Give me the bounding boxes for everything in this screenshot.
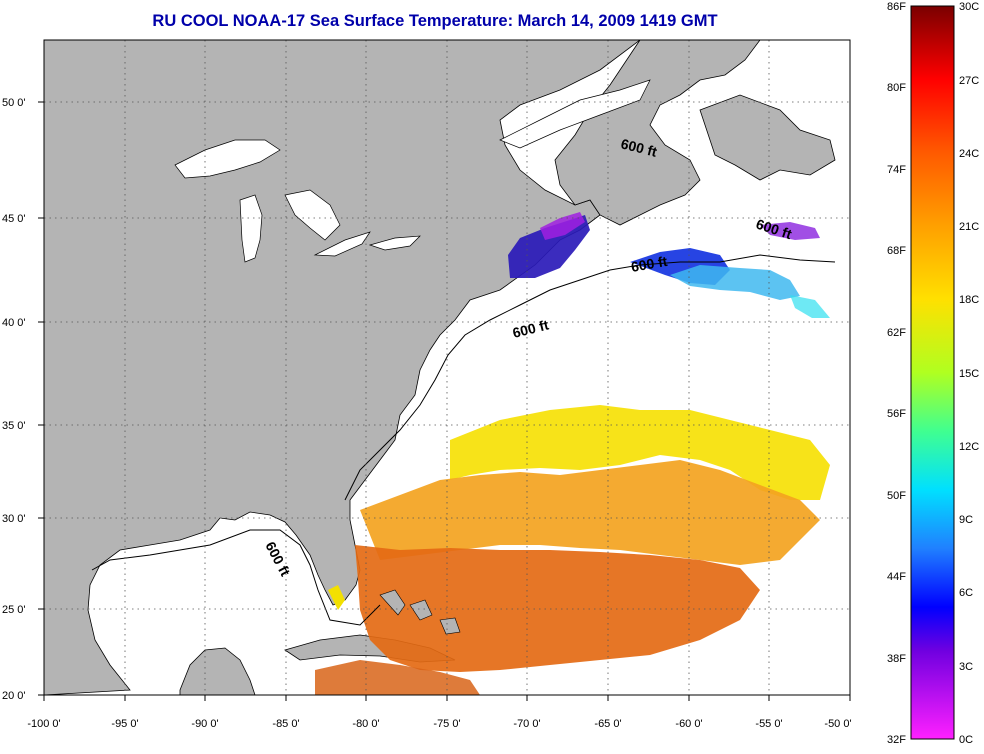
shelf-edge-purple <box>760 222 820 240</box>
sst-yellow-band <box>450 405 830 500</box>
florida-yellow <box>328 585 345 610</box>
lake-michigan <box>239 194 263 263</box>
colorbar-c-label: 12C <box>959 441 979 453</box>
contour-label-3: 600 ft <box>630 253 669 275</box>
graticule <box>44 40 850 695</box>
y-tick-label: 40 0' <box>2 317 26 329</box>
colorbar-f-label: 68F <box>887 245 906 257</box>
y-tick-label: 30 0' <box>2 513 26 525</box>
colorbar-f-label: 62F <box>887 327 906 339</box>
colorbar-f-label: 80F <box>887 82 906 94</box>
map-title: RU COOL NOAA-17 Sea Surface Temperature:… <box>152 12 718 30</box>
colorbar-c-label: 9C <box>959 514 973 526</box>
gulf-of-maine-purple <box>540 212 585 240</box>
colorbar-c-label: 27C <box>959 75 979 87</box>
colorbar-c-label: 6C <box>959 587 973 599</box>
colorbar-f-label: 56F <box>887 408 906 420</box>
newfoundland-land <box>699 94 836 181</box>
y-tick-label: 20 0' <box>2 690 26 702</box>
colorbar-c-label: 15C <box>959 368 979 380</box>
y-tick-label: 50 0' <box>2 97 26 109</box>
x-tick-label: -90 0' <box>191 718 218 730</box>
colorbar-c-label: 18C <box>959 294 979 306</box>
x-tick-label: -95 0' <box>111 718 138 730</box>
yucatan-land <box>179 647 256 695</box>
colorbar-f-label: 44F <box>887 571 906 583</box>
bahamas-islands <box>379 589 461 635</box>
colorbar <box>910 5 955 740</box>
colorbar-c-label: 30C <box>959 1 979 13</box>
sst-orange-band <box>360 460 820 565</box>
colorbar-f-label: 86F <box>887 1 906 13</box>
north-america-land <box>44 40 641 695</box>
y-tick-label: 25 0' <box>2 604 26 616</box>
maritimes-land <box>554 40 761 226</box>
y-tick-label: 35 0' <box>2 420 26 432</box>
colorbar-f-label: 50F <box>887 490 906 502</box>
colorbar-f-label: 32F <box>887 734 906 746</box>
grand-banks-cyan-2 <box>790 295 830 318</box>
colorbar-f-label: 74F <box>887 164 906 176</box>
grand-banks-cyan <box>670 265 800 300</box>
x-tick-label: -85 0' <box>272 718 299 730</box>
lake-superior <box>174 139 281 179</box>
tick-marks <box>38 101 851 701</box>
x-tick-label: -70 0' <box>513 718 540 730</box>
y-tick-label: 45 0' <box>2 213 26 225</box>
x-tick-label: -55 0' <box>755 718 782 730</box>
colorbar-c-label: 0C <box>959 734 973 746</box>
x-tick-label: -100 0' <box>27 718 60 730</box>
x-tick-label: -75 0' <box>433 718 460 730</box>
x-tick-label: -50 0' <box>824 718 851 730</box>
600ft-contour <box>91 254 836 626</box>
sst-dark-orange-band <box>355 545 760 672</box>
colorbar-c-label: 3C <box>959 661 973 673</box>
x-tick-label: -65 0' <box>594 718 621 730</box>
colorbar-c-label: 21C <box>959 221 979 233</box>
colorbar-f-label: 38F <box>887 653 906 665</box>
lake-huron <box>284 189 341 241</box>
x-tick-label: -60 0' <box>675 718 702 730</box>
st-lawrence <box>499 79 651 149</box>
colorbar-c-label: 24C <box>959 148 979 160</box>
x-tick-label: -80 0' <box>352 718 379 730</box>
caribbean-orange <box>315 660 480 695</box>
lake-ontario <box>368 235 421 251</box>
